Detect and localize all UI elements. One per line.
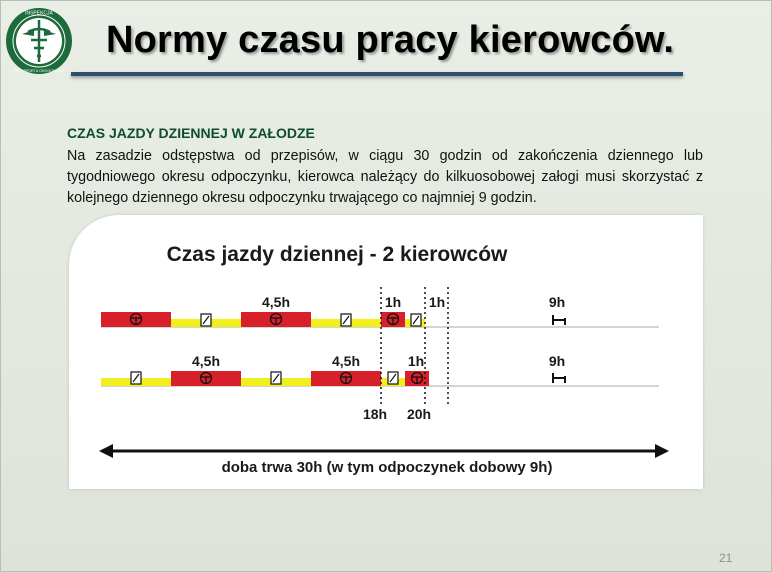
marker-18h-label: 18h [363, 406, 387, 422]
other-work-icon [200, 313, 212, 327]
row2-label-rest: 9h [549, 353, 565, 369]
title-underline [71, 72, 683, 76]
svg-text:TRANSPORTU DROGOWEGO: TRANSPORTU DROGOWEGO [14, 69, 65, 73]
row2-label-drive3: 1h [408, 353, 424, 369]
steering-wheel-icon [339, 371, 353, 385]
other-work-icon [410, 313, 422, 327]
diagram-title: Czas jazdy dziennej - 2 kierowców [167, 243, 508, 266]
section-heading: CZAS JAZDY DZIENNEJ W ZAŁODZE [67, 125, 315, 141]
steering-wheel-icon [410, 371, 424, 385]
body-paragraph: Na zasadzie odstępstwa od przepisów, w c… [67, 148, 703, 206]
steering-wheel-icon [129, 312, 143, 326]
row1-label-gap: 1h [429, 294, 445, 310]
row1-label-drive3: 1h [385, 294, 401, 310]
slide-title: Normy czasu pracy kierowców. [106, 19, 675, 61]
driving-time-diagram: Czas jazdy dziennej - 2 kierowców 4,5h 1… [99, 243, 669, 476]
steering-wheel-icon [386, 312, 400, 326]
row2-label-drive2: 4,5h [332, 353, 360, 369]
marker-20h-label: 20h [407, 406, 431, 422]
other-work-icon [340, 313, 352, 327]
span-arrow-right-head [655, 444, 669, 458]
span-arrow-left-head [99, 444, 113, 458]
steering-wheel-icon [269, 312, 283, 326]
row1-label-drive2: 4,5h [262, 294, 290, 310]
span-label: doba trwa 30h (w tym odpoczynek dobowy 9… [222, 459, 553, 476]
other-work-icon [130, 371, 142, 385]
itd-logo: INSPEKCJA TRANSPORTU DROGOWEGO [6, 8, 72, 74]
rest-bed-icon [552, 373, 566, 383]
other-work-icon [387, 371, 399, 385]
svg-text:INSPEKCJA: INSPEKCJA [25, 11, 53, 17]
other-work-icon [270, 371, 282, 385]
rest-bed-icon [552, 315, 566, 325]
diagram-panel: Czas jazdy dziennej - 2 kierowców 4,5h 1… [69, 215, 703, 489]
page-number: 21 [719, 551, 733, 565]
row1-label-rest: 9h [549, 294, 565, 310]
steering-wheel-icon [199, 371, 213, 385]
row2-label-drive1: 4,5h [192, 353, 220, 369]
